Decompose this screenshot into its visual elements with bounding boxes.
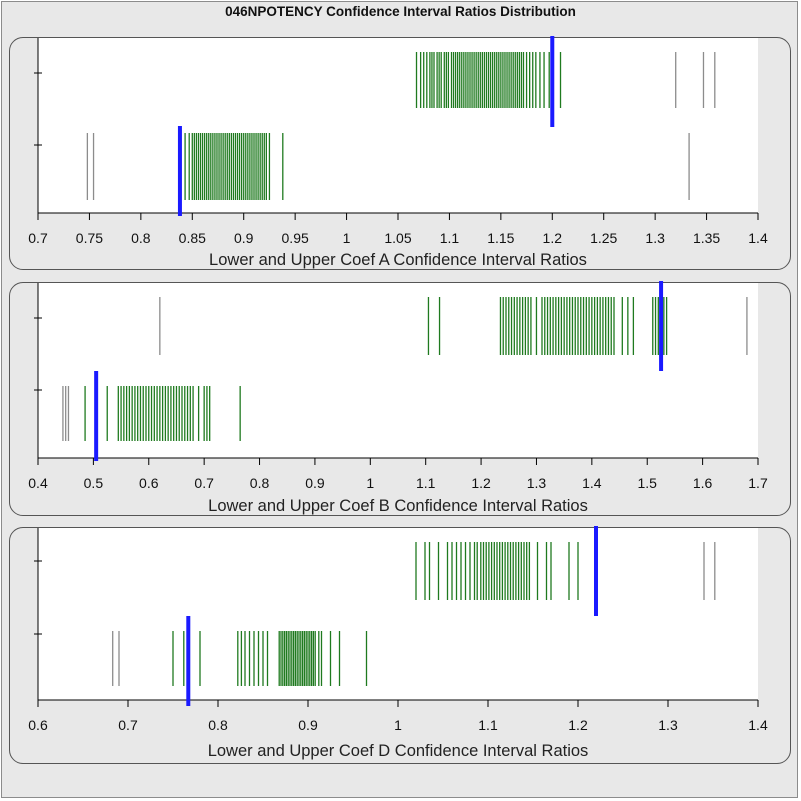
- x-tick-label: 1.2: [543, 230, 563, 246]
- x-tick-label: 0.85: [179, 230, 206, 246]
- x-tick-label: 1.3: [527, 475, 547, 491]
- plot-coef-a: 0.7 0.75 0.8 0.85 0.9 0.95 1 1.05 1.1 1.15 1.2 1.25…: [28, 36, 768, 269]
- x-tick-label: 1.05: [384, 230, 411, 246]
- x-tick-label: 0.8: [250, 475, 270, 491]
- x-tick-label: 1: [394, 717, 402, 733]
- x-tick-label: 1.1: [440, 230, 460, 246]
- x-tick-label: 0.6: [139, 475, 159, 491]
- plot-coef-b: 0.4 0.5 0.6 0.7 0.8 0.9 1 1.1 1.2 1.3 1.4 1.5 1.6 1.7…: [28, 281, 768, 515]
- x-tick-label: 1: [366, 475, 374, 491]
- x-tick-label: 0.7: [118, 717, 138, 733]
- x-tick-label: 0.8: [208, 717, 228, 733]
- x-tick-label: 1.15: [487, 230, 514, 246]
- x-tick-label: 1.5: [637, 475, 657, 491]
- x-tick-label: 1.4: [582, 475, 602, 491]
- x-axis-title: Lower and Upper Coef A Confidence Interv…: [209, 251, 587, 269]
- x-tick-label: 1.4: [748, 717, 768, 733]
- x-tick-label: 1.25: [590, 230, 617, 246]
- x-tick-label: 1.3: [645, 230, 665, 246]
- x-tick-label: 1.6: [693, 475, 713, 491]
- x-tick-label: 0.95: [282, 230, 309, 246]
- x-tick-label: 1: [343, 230, 351, 246]
- x-tick-label: 0.9: [298, 717, 318, 733]
- x-tick-label: 0.6: [28, 717, 48, 733]
- x-tick-label: 0.8: [131, 230, 151, 246]
- x-tick-label: 0.7: [194, 475, 214, 491]
- x-axis-title: Lower and Upper Coef B Confidence Interv…: [208, 497, 588, 515]
- x-tick-label: 1.4: [748, 230, 768, 246]
- panel-coef-b: 0.4 0.5 0.6 0.7 0.8 0.9 1 1.1 1.2 1.3 1.4 1.5 1.6 1.7…: [9, 281, 791, 516]
- x-tick-label: 0.5: [84, 475, 104, 491]
- x-axis-title: Lower and Upper Coef D Confidence Interv…: [208, 742, 589, 760]
- x-tick-label: 0.4: [28, 475, 48, 491]
- x-tick-label: 1.1: [478, 717, 498, 733]
- panel-coef-d: 0.6 0.7 0.8 0.9 1 1.1 1.2 1.3 1.4 Lower and Upper…: [9, 526, 791, 764]
- chart-title: 046NPOTENCY Confidence Interval Ratios D…: [225, 4, 576, 19]
- plot-area: [38, 38, 758, 213]
- x-tick-label: 0.9: [234, 230, 254, 246]
- plot-coef-d: 0.6 0.7 0.8 0.9 1 1.1 1.2 1.3 1.4 Lower and Upper…: [28, 526, 768, 760]
- x-tick-label: 0.7: [28, 230, 48, 246]
- plot-area: [38, 283, 758, 458]
- panel-coef-a: 0.7 0.75 0.8 0.85 0.9 0.95 1 1.05 1.1 1.15 1.2 1.25…: [9, 36, 791, 270]
- x-tick-label: 1.35: [693, 230, 720, 246]
- x-tick-label: 1.1: [416, 475, 436, 491]
- x-tick-label: 1.2: [568, 717, 588, 733]
- x-tick-label: 0.9: [305, 475, 325, 491]
- x-tick-label: 0.75: [76, 230, 103, 246]
- x-tick-label: 1.2: [471, 475, 491, 491]
- x-tick-label: 1.7: [748, 475, 768, 491]
- plot-area: [38, 528, 758, 700]
- x-tick-label: 1.3: [658, 717, 678, 733]
